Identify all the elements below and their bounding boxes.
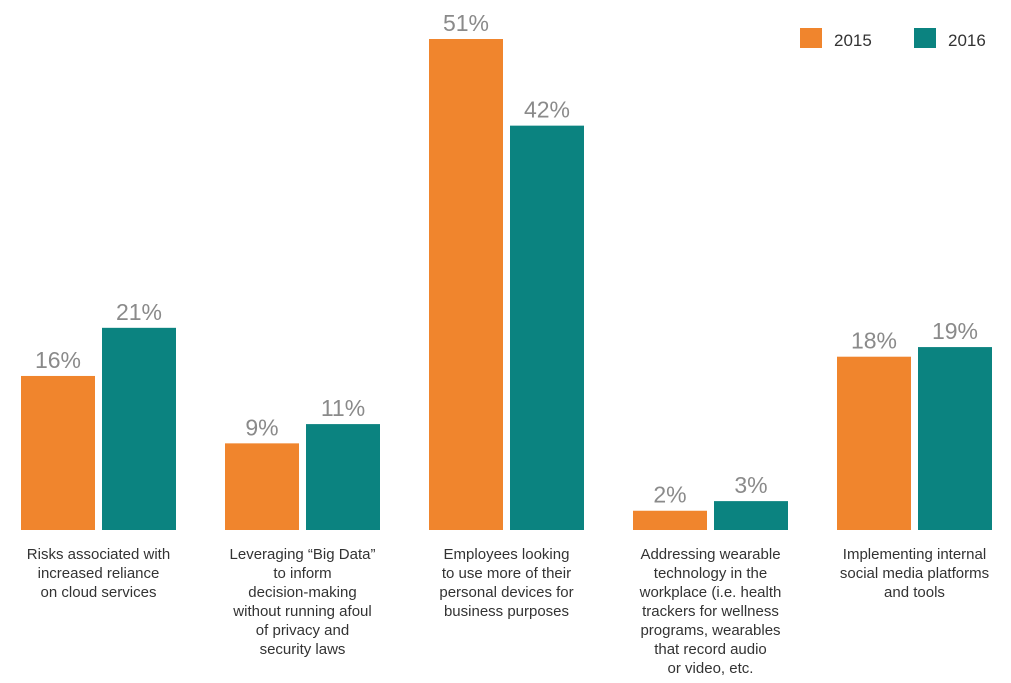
value-label-2016-cat-2: 11% (321, 395, 365, 421)
value-label-2016-cat-5: 19% (932, 318, 978, 344)
category-label-3: Employees looking to use more of their per… (407, 545, 607, 621)
value-label-2015-cat-1: 16% (35, 347, 81, 373)
category-label-line: Implementing internal (842, 546, 987, 563)
legend-label-2015: 2015 (834, 31, 872, 50)
value-label-2016-cat-4: 3% (734, 472, 767, 498)
category-label-line: to inform (273, 565, 332, 582)
category-label-line: Risks associated with (26, 546, 171, 563)
category-label-line: without running afoul (233, 603, 372, 620)
value-label-2015-cat-4: 2% (653, 482, 686, 508)
category-label-line: social media platforms (839, 565, 990, 582)
bar-2015-cat-3 (429, 39, 503, 530)
legend: 2015 2016 (800, 28, 986, 50)
bars-group (21, 39, 992, 530)
bar-2015-cat-4 (633, 510, 707, 530)
category-label-line: Addressing wearable (640, 546, 781, 563)
category-label-line: workplace (i.e. health (639, 584, 782, 601)
legend-swatch-2016 (914, 28, 936, 48)
bar-2016-cat-1 (102, 327, 176, 530)
bar-2016-cat-5 (918, 347, 992, 530)
value-label-2015-cat-2: 9% (245, 414, 278, 440)
category-label-line: security laws (259, 641, 346, 658)
value-label-2016-cat-1: 21% (116, 299, 162, 325)
value-label-2016-cat-3: 42% (524, 97, 570, 123)
bar-2016-cat-3 (510, 125, 584, 530)
category-label-line: decision-making (248, 584, 357, 601)
category-label-line: Employees looking (443, 546, 570, 563)
category-label-line: on cloud services (40, 584, 157, 601)
legend-label-2016: 2016 (948, 31, 986, 50)
category-label-line: technology in the (653, 565, 768, 582)
category-label-line: personal devices for (439, 584, 574, 601)
category-label-line: Leveraging “Big Data” (229, 546, 376, 563)
value-label-2015-cat-3: 51% (443, 10, 489, 36)
category-label-line: business purposes (443, 603, 570, 620)
category-label-line: to use more of their (441, 565, 572, 582)
bar-2016-cat-4 (714, 501, 788, 530)
category-label-1: Risks associated with increased reliance o… (0, 545, 199, 602)
bar-2015-cat-2 (225, 443, 299, 530)
category-label-line: of privacy and (255, 622, 350, 639)
value-label-2015-cat-5: 18% (851, 328, 897, 354)
category-label-5: Implementing internal social media platfo… (815, 545, 1011, 602)
category-label-line: or video, etc. (667, 660, 754, 677)
category-label-line: increased reliance (37, 565, 160, 582)
category-label-line: programs, wearables (640, 622, 781, 639)
bar-2015-cat-5 (837, 356, 911, 530)
legend-swatch-2015 (800, 28, 822, 48)
category-label-2: Leveraging “Big Data” to inform decision-m… (203, 545, 403, 659)
category-label-4: Addressing wearable technology in the work… (611, 545, 811, 678)
category-label-line: trackers for wellness (642, 603, 779, 620)
value-labels-group: 16% 21% 9% 11% 51% 42% 2% 3% 18% 19% (35, 10, 978, 508)
bar-2016-cat-2 (306, 424, 380, 530)
category-label-line: that record audio (654, 641, 767, 658)
bar-2015-cat-1 (21, 375, 95, 530)
category-label-line: and tools (884, 584, 945, 601)
